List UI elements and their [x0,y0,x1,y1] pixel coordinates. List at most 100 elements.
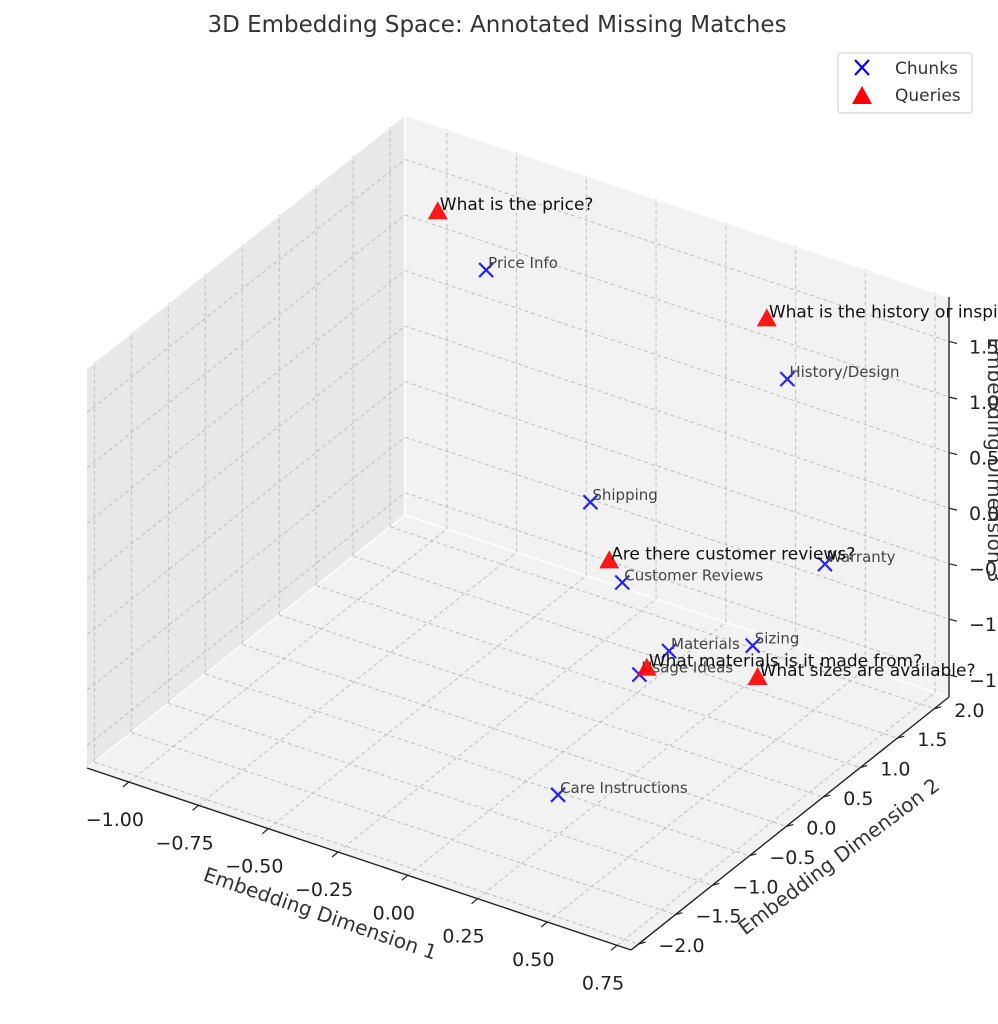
x-tick-mark [192,804,199,811]
x-tick-label: 0.00 [373,902,415,924]
x-tick-mark [122,781,130,788]
grid-back-z [404,158,950,342]
z-tick-mark [948,396,958,400]
legend-queries-label: Queries [895,86,961,106]
chunk-point-label: Sizing [755,630,800,648]
y-tick-label: −2.0 [658,935,704,957]
x-tick-mark [471,898,478,905]
z-tick-mark [948,507,958,511]
chunk-marker-stroke [779,371,796,387]
grid-back-z [404,381,950,565]
query-point-label: What sizes are available? [760,661,976,681]
y-tick-label: −1.0 [732,876,778,898]
grid-floor-y [390,526,935,710]
x-tick-label: 0.25 [442,926,484,948]
chunk-point [550,787,566,803]
tick-marks: −1.00 −0.75 −0.50 −0.25 0.00 0.25 0.50 0.75 −2.0… [86,336,998,994]
z-tick-label: 0.5 [969,448,998,470]
legend: Chunks Queries [837,52,973,114]
grid-left-z [86,436,406,691]
query-point-label: What materials is it made from? [649,652,922,672]
y-tick-mark [749,853,757,857]
grid-floor-y [205,673,750,857]
chunk-point [744,637,761,654]
floor-pane [87,515,949,950]
grid-floor-x [337,598,657,853]
chunk-point [582,494,599,510]
chunk-marker-stroke [817,556,833,572]
grid-back-z [404,270,950,454]
y-tick-mark [823,794,831,798]
z-tick-mark [948,451,958,456]
grid-left-z [86,159,406,413]
chunk-point-label: Care Instructions [560,779,688,797]
chunk-point [779,371,796,387]
grid-floor-x [268,575,587,830]
grid-floor-y [353,555,898,739]
chunk-marker-stroke [550,787,566,803]
grid-floor-y [279,614,824,798]
x-tick-mark [610,944,618,951]
z-tick-label: 0.0 [969,503,998,525]
z-tick-label: −0.5 [969,559,998,581]
x-tick-label: −1.00 [86,809,144,831]
y-tick-label: 2.0 [954,700,984,722]
y-tick-mark [712,882,720,886]
grid-floor-x [407,621,727,876]
query-point [756,308,777,327]
grid-left-z [86,270,406,524]
chunk-point-label: History/Design [789,363,899,381]
chunk-point [478,262,494,278]
query-point-label: What is the history or inspiration? [769,302,998,322]
chunk-point-label: Usage Ideas [641,659,733,677]
z-axis-label: Embedding Dimension 3 [983,337,998,582]
y-tick-label: −0.5 [769,847,815,869]
pane-edge [86,514,406,769]
grid-floor-x [198,551,517,806]
grid-back-z [404,492,950,676]
z-tick-mark [948,340,958,345]
grid-floor-x [546,668,866,923]
grid-floor-x [128,528,448,783]
chunk-point [661,643,677,659]
grid-back-z [404,436,950,620]
chunk-marker-stroke [478,262,494,278]
chunk-point-label: Materials [671,635,740,653]
gridlines [86,126,950,946]
query-point [636,657,657,676]
grid-back-z [404,325,950,509]
query-point [427,201,448,220]
chunk-marker-stroke [614,574,631,591]
grid-floor-y [168,702,713,886]
legend-chunks-label: Chunks [895,59,958,79]
chunk-marker-stroke [582,494,599,510]
legend-chunks-marker [854,59,870,76]
pane-edge [86,114,406,369]
x-tick-mark [401,874,409,881]
y-tick-label: 1.5 [917,729,947,751]
y-tick-mark [638,941,646,945]
chunk-point-label: Customer Reviews [624,566,763,584]
pane-edge [404,114,950,298]
grid-left-z [86,492,406,747]
grid-floor-y [316,585,861,769]
chunk-marker-stroke [661,643,677,659]
y-tick-mark [897,735,905,739]
grid-floor-y [94,761,639,945]
query-point-label: Are there customer reviews? [611,544,855,564]
z-tick-mark [948,618,958,622]
chunk-point-label: Price Info [488,254,558,272]
legend-box [837,52,973,114]
grid-floor-y [131,732,676,916]
y-tick-label: 0.5 [843,788,873,810]
chunk-point-label: Warranty [827,548,896,566]
x-tick-label: 0.75 [582,972,624,994]
z-tick-label: −1.0 [969,614,998,636]
y-tick-label: −1.5 [695,906,741,928]
x-tick-label: −0.50 [225,856,283,878]
y-axis-line [630,696,950,951]
grid-left-z [86,214,406,469]
x-axis-line [86,767,632,951]
z-tick-mark [948,563,958,567]
